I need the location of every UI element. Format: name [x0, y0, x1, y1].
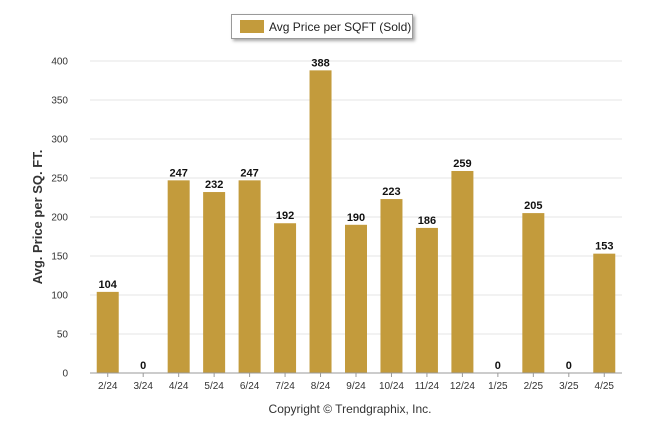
x-tick-label: 9/24	[346, 381, 366, 392]
legend[interactable]: Avg Price per SQFT (Sold)	[231, 14, 413, 39]
y-tick-label: 50	[57, 330, 69, 341]
x-axis-ticks: 2/24 3/24 4/24 5/24 6/24 7/24 8/24 9/24 10/24 11/…	[98, 373, 614, 392]
x-tick-label: 2/24	[98, 381, 118, 392]
x-tick-label: 11/24	[415, 381, 440, 392]
data-label: 104	[99, 279, 118, 291]
bar	[203, 192, 226, 373]
data-label: 186	[418, 215, 436, 227]
data-label: 223	[382, 186, 400, 198]
bar	[167, 180, 190, 373]
data-label: 259	[453, 158, 471, 170]
bar	[238, 180, 261, 373]
bar	[593, 253, 616, 373]
y-tick-label: 250	[51, 174, 68, 185]
bar	[522, 213, 545, 373]
x-tick-label: 3/24	[133, 381, 153, 392]
x-tick-label: 5/24	[204, 381, 224, 392]
y-tick-label: 200	[51, 213, 68, 224]
y-tick-label: 150	[51, 252, 68, 263]
y-tick-label: 0	[62, 369, 68, 380]
bars	[96, 70, 616, 374]
y-tick-label: 300	[51, 135, 68, 146]
x-tick-label: 1/25	[488, 381, 508, 392]
bar	[309, 70, 332, 374]
data-label: 190	[347, 212, 365, 224]
legend-swatch	[240, 20, 264, 33]
bar	[96, 291, 119, 373]
bar	[345, 224, 367, 373]
data-label: 388	[311, 57, 329, 69]
copyright-footer: Copyright © Trendgraphix, Inc.	[268, 402, 432, 416]
x-tick-label: 10/24	[379, 381, 404, 392]
x-tick-label: 8/24	[311, 381, 331, 392]
y-axis-title: Avg. Price per SQ. FT.	[30, 150, 45, 285]
data-label: 247	[169, 167, 187, 179]
bar	[415, 227, 438, 373]
x-tick-label: 3/25	[559, 381, 579, 392]
data-labels: 104 0 247 232 247 192 388 190 223 186 259 0 205 0 153	[99, 57, 614, 372]
data-label: 232	[205, 179, 223, 191]
bar	[451, 170, 474, 373]
y-tick-label: 100	[51, 291, 68, 302]
data-label: 0	[140, 360, 146, 372]
data-label: 247	[240, 167, 258, 179]
legend-label: Avg Price per SQFT (Sold)	[269, 19, 412, 34]
x-tick-label: 7/24	[275, 381, 295, 392]
x-tick-label: 12/24	[450, 381, 475, 392]
y-tick-label: 350	[51, 96, 68, 107]
y-axis-ticks: 0 50 100 150 200 250 300 350 400	[51, 57, 68, 380]
y-tick-label: 400	[51, 57, 68, 68]
data-label: 205	[524, 200, 542, 212]
x-tick-label: 4/24	[169, 381, 189, 392]
x-tick-label: 2/25	[524, 381, 544, 392]
data-label: 192	[276, 210, 294, 222]
x-tick-label: 4/25	[595, 381, 615, 392]
x-tick-label: 6/24	[240, 381, 260, 392]
data-label: 0	[566, 360, 572, 372]
data-label: 0	[495, 360, 501, 372]
bar	[380, 199, 403, 373]
bar	[274, 223, 297, 373]
data-label: 153	[595, 241, 613, 253]
